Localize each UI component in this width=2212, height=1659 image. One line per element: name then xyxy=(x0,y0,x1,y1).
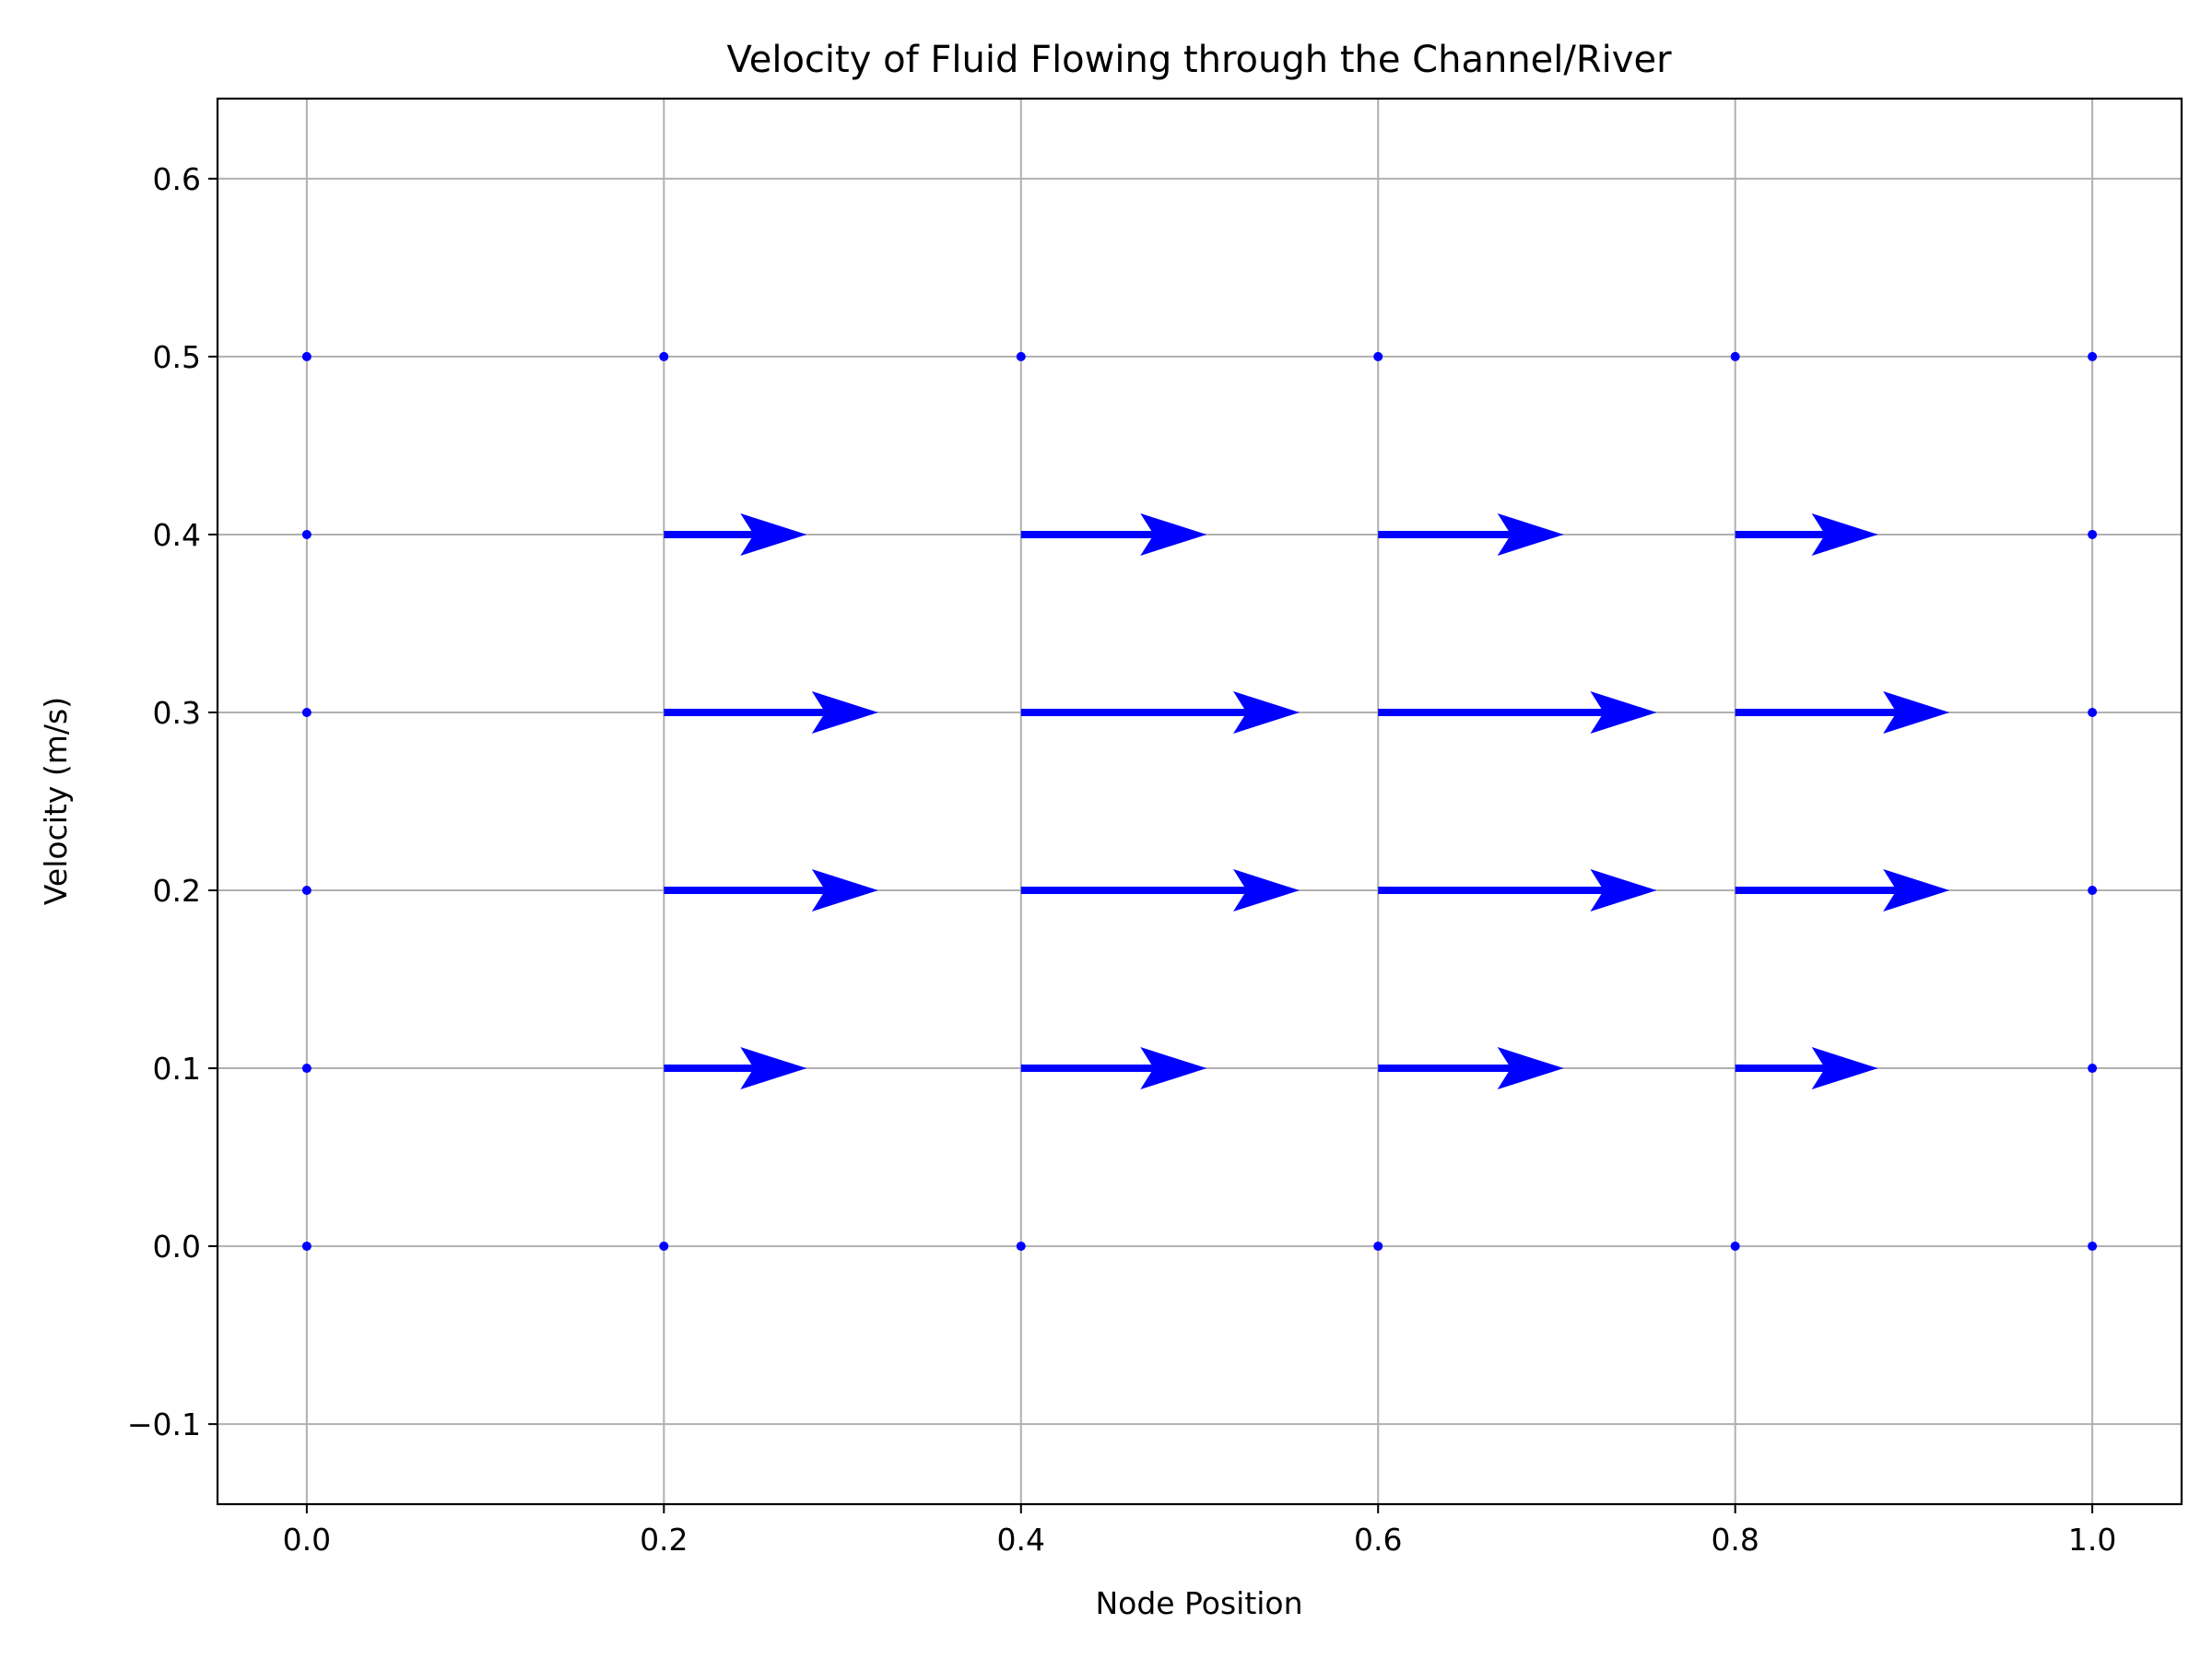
zero-vector-point xyxy=(1016,351,1026,361)
velocity-arrow xyxy=(664,1047,807,1090)
velocity-arrow xyxy=(1020,690,1300,734)
zero-vector-point xyxy=(1730,351,1740,361)
y-tick-label: 0.5 xyxy=(153,339,201,375)
velocity-arrow xyxy=(1735,1047,1878,1090)
x-tick-label: 0.0 xyxy=(283,1522,331,1558)
y-tick-label: 0.3 xyxy=(153,695,201,731)
grid-lines xyxy=(218,99,2182,1504)
zero-vector-point xyxy=(301,1064,312,1074)
zero-vector-point xyxy=(1016,1241,1026,1252)
velocity-arrow xyxy=(1378,869,1657,912)
x-tick-label: 0.4 xyxy=(997,1522,1045,1558)
y-tick-label: 0.1 xyxy=(153,1051,201,1087)
velocity-arrow xyxy=(1735,869,1950,912)
vector-field xyxy=(301,351,2098,1252)
velocity-arrow xyxy=(1735,512,1878,556)
zero-vector-point xyxy=(1373,1241,1383,1252)
zero-vector-point xyxy=(301,529,312,539)
zero-vector-point xyxy=(2088,351,2098,361)
y-tick-label: 0.6 xyxy=(153,161,201,197)
zero-vector-point xyxy=(301,886,312,896)
zero-vector-point xyxy=(1730,1241,1740,1252)
zero-vector-point xyxy=(301,1241,312,1252)
zero-vector-point xyxy=(2088,529,2098,539)
zero-vector-point xyxy=(659,1241,669,1252)
y-tick-label: 0.4 xyxy=(153,517,201,553)
velocity-arrow xyxy=(1378,1047,1564,1090)
zero-vector-point xyxy=(2088,1064,2098,1074)
zero-vector-point xyxy=(659,351,669,361)
velocity-arrow xyxy=(664,512,807,556)
velocity-arrow xyxy=(664,869,878,912)
velocity-arrow xyxy=(664,690,878,734)
zero-vector-point xyxy=(2088,886,2098,896)
zero-vector-point xyxy=(2088,1241,2098,1252)
velocity-arrow xyxy=(1378,690,1657,734)
velocity-arrow xyxy=(1735,690,1950,734)
x-tick-label: 1.0 xyxy=(2068,1522,2116,1558)
zero-vector-point xyxy=(1373,351,1383,361)
velocity-arrow xyxy=(1020,512,1207,556)
velocity-arrow xyxy=(1020,869,1300,912)
y-tick-label: 0.2 xyxy=(153,873,201,909)
x-tick-label: 0.8 xyxy=(1711,1522,1759,1558)
zero-vector-point xyxy=(2088,707,2098,717)
x-axis-label: Node Position xyxy=(1095,1585,1302,1621)
zero-vector-point xyxy=(301,351,312,361)
x-tick-label: 0.2 xyxy=(640,1522,688,1558)
chart-title: Velocity of Fluid Flowing through the Ch… xyxy=(726,39,1672,81)
velocity-arrow xyxy=(1378,512,1564,556)
y-tick-label: 0.0 xyxy=(153,1229,201,1265)
axis-ticks: 0.0 0.2 0.4 0.6 0.8 1.0 −0.1 0.0 0.1 0.2 0.3 0.4 0.5… xyxy=(127,161,2117,1558)
zero-vector-point xyxy=(301,707,312,717)
x-tick-label: 0.6 xyxy=(1354,1522,1402,1558)
plot-frame xyxy=(216,97,2183,1506)
velocity-arrow xyxy=(1020,1047,1207,1090)
y-axis-label: Velocity (m/s) xyxy=(38,697,74,905)
y-tick-label: −0.1 xyxy=(127,1406,201,1442)
